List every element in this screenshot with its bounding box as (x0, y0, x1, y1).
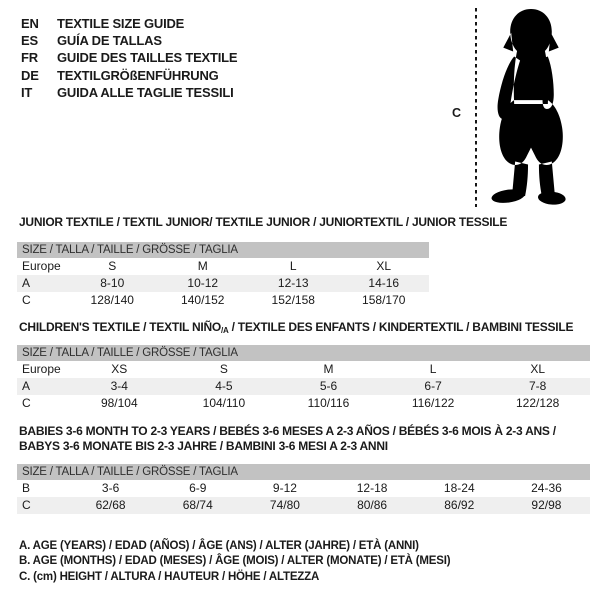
junior-table-title: JUNIOR TEXTILE / TEXTIL JUNIOR/ TEXTILE … (19, 215, 508, 229)
table-row-age: A 3-4 4-5 5-6 6-7 7-8 (17, 378, 590, 395)
height-cell: 152/158 (271, 293, 315, 307)
row-label: Europe (22, 362, 61, 376)
age-cell: 12-13 (277, 276, 309, 290)
height-cell: 104/110 (202, 396, 246, 410)
height-measure-label-c: C (452, 106, 462, 120)
height-cell: 128/140 (90, 293, 134, 307)
table-row-europe: Europe XS S M L XL (17, 361, 590, 378)
row-label: C (22, 396, 31, 410)
height-cell: 122/128 (515, 396, 560, 410)
months-cell: 12-18 (356, 481, 388, 495)
babies-title-line2: BABYS 3-6 MONATE BIS 2-3 JAHRE / BAMBINI… (19, 439, 388, 453)
children-title-part: / TEXTILE DES ENFANTS / KINDERTEXTIL / B… (228, 320, 574, 334)
language-code: ES (21, 33, 38, 49)
language-row: IT GUIDA ALLE TAGLIE TESSILI (21, 84, 237, 101)
row-label: A (22, 276, 31, 290)
height-cell: 158/170 (362, 293, 406, 307)
junior-size-table: SIZE / TALLA / TAILLE / GRÖSSE / TAGLIA … (17, 242, 429, 309)
footnote-c: C. (cm) HEIGHT / ALTURA / HAUTEUR / HÖHE… (19, 570, 320, 583)
age-cell: 3-4 (110, 379, 128, 393)
age-cell: 6-7 (424, 379, 442, 393)
size-cell: L (289, 259, 297, 273)
height-measure-dashed-line (475, 8, 477, 207)
footnote-a: A. AGE (YEARS) / EDAD (AÑOS) / ÂGE (ANS)… (19, 540, 419, 552)
age-cell: 5-6 (319, 379, 338, 393)
language-label: GUÍA DE TALLAS (57, 33, 162, 49)
height-cell: 62/68 (95, 498, 126, 512)
row-label: C (22, 498, 31, 512)
age-cell: 4-5 (215, 379, 233, 393)
size-cell: XL (530, 362, 546, 376)
table-row-months: B 3-6 6-9 9-12 12-18 18-24 24-36 (17, 480, 590, 497)
size-header-bar: SIZE / TALLA / TAILLE / GRÖSSE / TAGLIA (17, 242, 429, 258)
table-row-europe: Europe S M L XL (17, 258, 429, 275)
row-label: B (22, 481, 31, 495)
size-header-bar: SIZE / TALLA / TAILLE / GRÖSSE / TAGLIA (17, 345, 590, 361)
babies-table-title: BABIES 3-6 MONTH TO 2-3 YEARS / BEBÉS 3-… (19, 424, 556, 454)
months-cell: 6-9 (189, 481, 207, 495)
children-title-part: CHILDREN'S TEXTILE / TEXTIL NIÑO (19, 320, 221, 334)
language-row: DE TEXTILGRÖßENFÜHRUNG (21, 67, 237, 84)
height-cell: 86/92 (444, 498, 475, 512)
language-row: ES GUÍA DE TALLAS (21, 32, 237, 49)
height-cell: 98/104 (100, 396, 138, 410)
table-row-height: C 128/140 140/152 152/158 158/170 (17, 292, 429, 309)
months-cell: 24-36 (531, 481, 562, 495)
children-title-subscript: /A (220, 326, 229, 335)
height-cell: 116/122 (411, 396, 455, 410)
language-label: GUIDE DES TAILLES TEXTILE (57, 50, 238, 66)
age-cell: 14-16 (368, 276, 400, 290)
footnote-b: B. AGE (MONTHS) / EDAD (MESES) / ÂGE (MO… (19, 555, 451, 568)
size-header-bar: SIZE / TALLA / TAILLE / GRÖSSE / TAGLIA (17, 464, 590, 480)
language-code: DE (21, 67, 39, 83)
size-cell: M (323, 362, 334, 376)
row-label: Europe (22, 259, 61, 273)
size-cell: M (197, 259, 208, 273)
babies-title-line1: BABIES 3-6 MONTH TO 2-3 YEARS / BEBÉS 3-… (19, 424, 556, 438)
language-code: EN (21, 16, 39, 31)
height-cell: 140/152 (181, 293, 225, 307)
height-cell: 92/98 (531, 498, 562, 512)
language-header: EN TEXTILE SIZE GUIDE ES GUÍA DE TALLAS … (21, 15, 238, 101)
size-cell: L (429, 362, 437, 376)
size-cell: XL (376, 259, 392, 273)
size-cell: XS (111, 362, 128, 376)
age-cell: 10-12 (187, 276, 219, 290)
row-label: C (22, 293, 31, 307)
language-code: FR (21, 50, 38, 66)
baby-silhouette-icon (491, 8, 566, 205)
table-row-age: A 8-10 10-12 12-13 14-16 (17, 275, 429, 292)
months-cell: 9-12 (272, 481, 297, 495)
months-cell: 3-6 (101, 481, 120, 495)
language-code: IT (21, 84, 33, 100)
height-cell: 68/74 (182, 498, 213, 512)
language-row: FR GUIDE DES TAILLES TEXTILE (21, 49, 238, 66)
children-size-table: SIZE / TALLA / TAILLE / GRÖSSE / TAGLIA … (17, 345, 590, 412)
height-cell: 74/80 (269, 498, 300, 512)
row-label: A (22, 379, 31, 393)
age-cell: 8-10 (100, 276, 125, 290)
language-label: TEXTILE SIZE GUIDE (57, 16, 185, 31)
age-cell: 7-8 (529, 379, 547, 393)
language-label: GUIDA ALLE TAGLIE TESSILI (57, 84, 234, 100)
size-cell: S (219, 362, 228, 376)
height-cell: 110/116 (307, 396, 350, 410)
children-table-title: CHILDREN'S TEXTILE / TEXTIL NIÑO/A / TEX… (19, 320, 573, 335)
months-cell: 18-24 (443, 481, 475, 495)
language-row: EN TEXTILE SIZE GUIDE (21, 15, 237, 32)
legend-footnotes: A. AGE (YEARS) / EDAD (AÑOS) / ÂGE (ANS)… (19, 539, 451, 585)
language-label: TEXTILGRÖßENFÜHRUNG (57, 67, 219, 83)
table-row-height: C 98/104 104/110 110/116 116/122 122/128 (17, 395, 590, 412)
height-cell: 80/86 (357, 498, 388, 512)
babies-size-table: SIZE / TALLA / TAILLE / GRÖSSE / TAGLIA … (17, 464, 590, 514)
size-cell: S (108, 259, 117, 273)
table-row-height: C 62/68 68/74 74/80 80/86 86/92 92/98 (17, 497, 590, 514)
